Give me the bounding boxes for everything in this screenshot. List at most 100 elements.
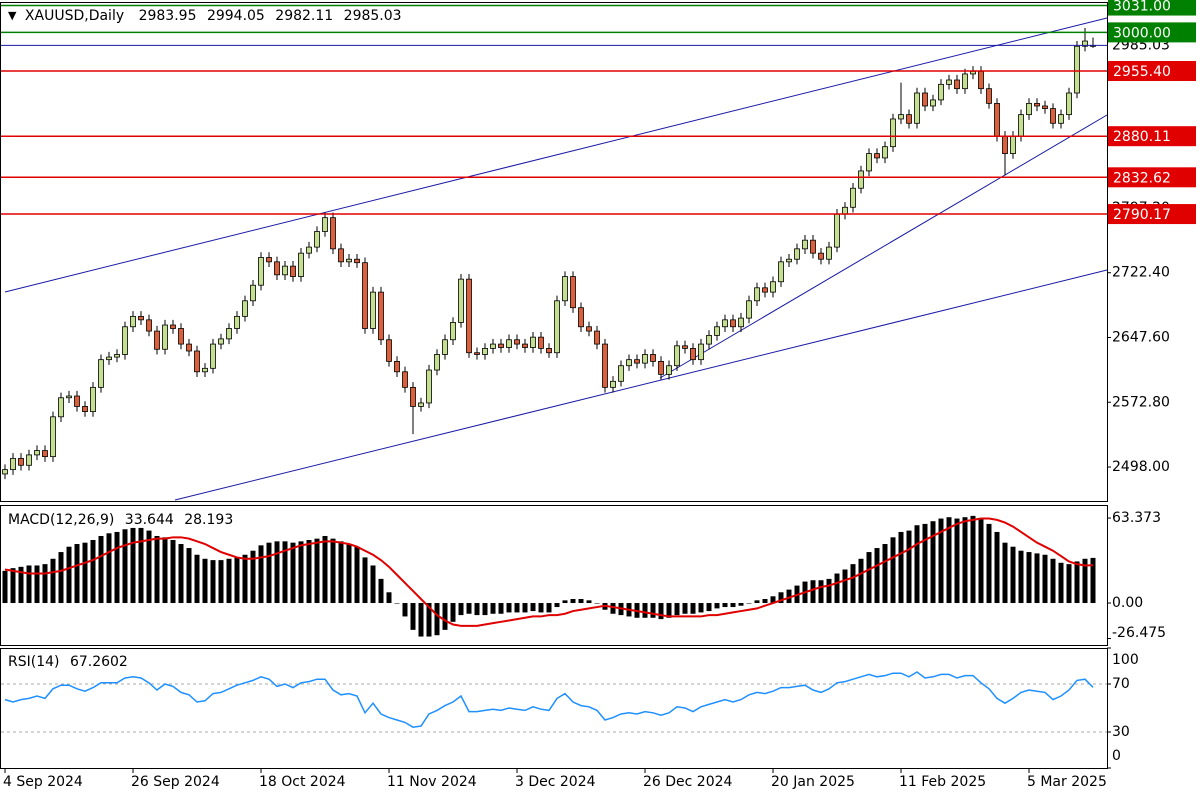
macd-bar [770, 596, 776, 604]
macd-bar [170, 540, 176, 604]
macd-bar [442, 603, 448, 630]
candle-body [714, 326, 720, 336]
macd-bar [266, 542, 272, 604]
macd-bar [10, 568, 16, 604]
candle-body [730, 319, 736, 328]
candle-body [210, 343, 216, 369]
candle-body [138, 315, 144, 321]
candle-body [74, 395, 80, 407]
candle-body [562, 276, 568, 302]
macd-bar [874, 548, 880, 604]
macd-bar [554, 603, 560, 608]
macd-bar [450, 603, 456, 622]
candle-body [458, 278, 464, 323]
candle-body [906, 114, 912, 124]
macd-bar [90, 540, 96, 604]
candle-body [490, 343, 496, 349]
candle-body [58, 397, 64, 418]
candle-body [474, 352, 480, 355]
macd-bar [210, 560, 216, 604]
macd-bar [962, 517, 968, 604]
macd-bar [298, 541, 304, 604]
macd-bar [146, 530, 152, 604]
x-tick-label: 11 Feb 2025 [899, 774, 986, 790]
macd-bar [658, 603, 664, 620]
candle-body [266, 257, 272, 263]
rsi-header: RSI(14) 67.2602 [8, 654, 128, 670]
level-label: 3000.00 [1113, 25, 1171, 41]
candle-body [1066, 92, 1072, 116]
y-tick-label: 2722.40 [1112, 265, 1170, 281]
macd-bar [162, 537, 168, 604]
y-tick-label: 2647.60 [1112, 329, 1170, 345]
candle-body [754, 287, 760, 302]
macd-bar [834, 573, 840, 604]
macd-bar [122, 529, 128, 604]
macd-bar [1018, 550, 1024, 604]
macd-bar [418, 603, 424, 637]
candle-body [514, 339, 520, 345]
macd-bar [938, 518, 944, 604]
candle-body [850, 187, 856, 208]
candle-body [482, 348, 488, 355]
macd-bar [682, 603, 688, 614]
y-tick-label: 0.00 [1112, 595, 1143, 611]
candle-body [146, 319, 152, 332]
macd-bar [1034, 553, 1040, 604]
header-low: 2982.11 [275, 8, 333, 24]
candle-body [810, 239, 816, 254]
y-tick-label: 63.373 [1112, 510, 1161, 526]
macd-bar [570, 599, 576, 604]
macd-bar [906, 530, 912, 604]
macd-bar [98, 535, 104, 604]
candle-body [586, 326, 592, 332]
candle-body [698, 343, 704, 361]
candle-body [818, 252, 824, 260]
macd-bar [1090, 557, 1096, 604]
candle-body [186, 343, 192, 352]
candle-body [842, 206, 848, 215]
macd-last: 33.644 [125, 512, 174, 528]
candle-body [554, 300, 560, 354]
candle-body [466, 278, 472, 354]
candle-body [834, 213, 840, 248]
macd-bar [722, 603, 728, 608]
macd-bar [650, 603, 656, 618]
candle-body [250, 284, 256, 302]
macd-bar [42, 564, 48, 604]
macd-bar [186, 548, 192, 604]
macd-bar [850, 564, 856, 604]
macd-bar [866, 552, 872, 604]
candle-body [370, 291, 376, 329]
candle-body [394, 360, 400, 373]
macd-bar [746, 603, 752, 604]
macd-bar [530, 603, 536, 612]
macd-bar [714, 603, 720, 609]
x-tick-label: 18 Oct 2024 [259, 774, 346, 790]
macd-bar [698, 603, 704, 613]
candle-body [90, 386, 96, 413]
header-close: 2985.03 [344, 8, 402, 24]
signal-line [4, 517, 1094, 627]
candle-body [130, 315, 136, 328]
candle-body [706, 335, 712, 345]
macd-bar [978, 518, 984, 604]
x-tick-label: 4 Sep 2024 [3, 774, 83, 790]
candle-body [66, 395, 72, 399]
candle-body [994, 102, 1000, 137]
candle-body [202, 367, 208, 373]
macd-bar [946, 517, 952, 604]
candle-body [434, 354, 440, 371]
candle-body [898, 114, 904, 120]
candle-body [354, 258, 360, 264]
candle-body [978, 70, 984, 90]
candle-body [882, 146, 888, 159]
macd-bar [1042, 554, 1048, 604]
candle-body [1058, 114, 1064, 124]
macd-bar [674, 603, 680, 616]
macd-bar [362, 557, 368, 604]
candle-body [498, 343, 504, 348]
candle-body [682, 345, 688, 349]
macd-bar [258, 545, 264, 604]
